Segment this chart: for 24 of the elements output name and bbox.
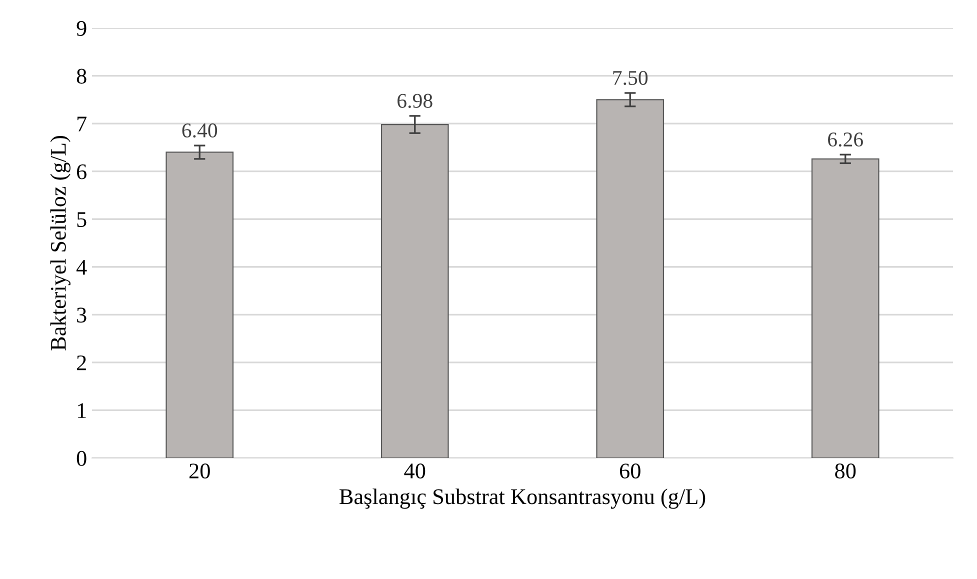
y-tick-label: 3 [77,308,86,323]
data-label: 7.50 [613,70,648,86]
bar [596,99,664,458]
x-tick-label: 80 [835,464,856,478]
y-tick-label: 9 [76,20,86,36]
y-tick-label: 0 [76,450,86,466]
x-tick-label: 40 [404,464,426,478]
y-tick-label: 6 [76,164,86,180]
data-label: 6.26 [828,132,863,147]
y-tick-label: 4 [76,260,87,275]
y-tick-label: 5 [77,212,86,228]
bar [380,124,449,458]
x-tick-label: 20 [189,464,210,478]
data-label: 6.40 [182,123,218,138]
x-tick-label: 60 [620,464,640,478]
y-tick-label: 8 [76,68,86,84]
bar [166,152,234,458]
y-tick-label: 2 [77,355,86,370]
data-label: 6.98 [398,94,432,108]
bar [811,158,880,458]
x-axis-title: Başlangıç Substrat Konsantrasyonu (g/L) [340,488,706,509]
y-tick-label: 7 [77,116,86,132]
y-tick-label: 1 [78,403,86,418]
y-axis-title: Bakteriyel Selüloz (g/L) [50,136,70,350]
